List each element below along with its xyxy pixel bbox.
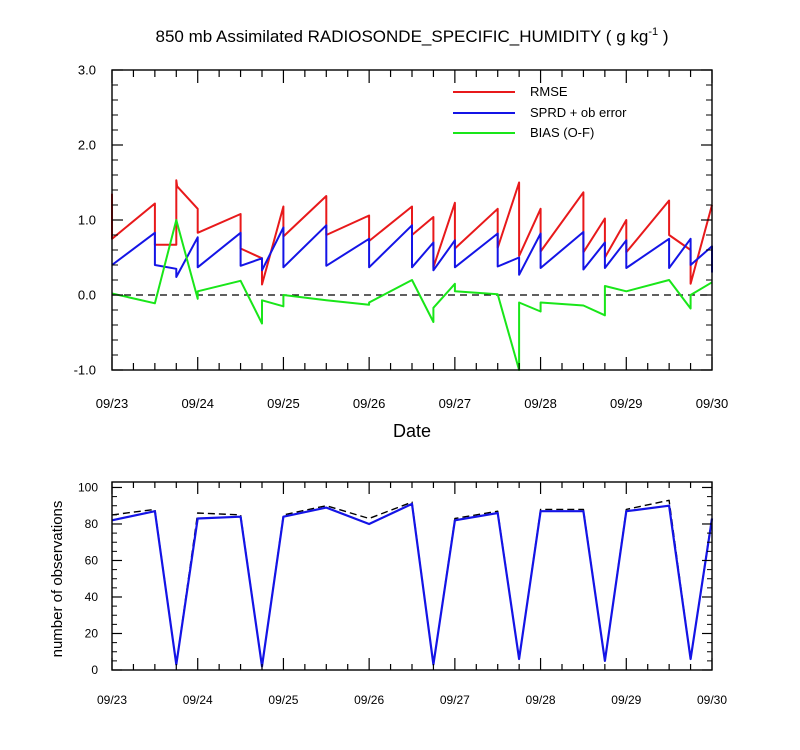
x-tick-label: 09/29	[611, 693, 641, 707]
legend-label-rmse: RMSE	[530, 84, 568, 99]
x-tick-label: 09/29	[610, 396, 643, 411]
y-tick-label: 2.0	[78, 138, 96, 153]
bottom-axes: 09/23 09/24 09/25 09/26 09/27 09/28 09/29 09/30…	[78, 481, 727, 707]
y-tick-label: 0	[91, 663, 98, 677]
x-tick-label: 09/26	[353, 396, 386, 411]
legend-label-bias: BIAS (O-F)	[530, 125, 594, 140]
y-axis-label-observations: number of observations	[49, 501, 66, 658]
x-tick-label: 09/24	[181, 396, 214, 411]
y-tick-label: 100	[78, 481, 98, 495]
series-line-rmse	[111, 179, 713, 286]
chart-title-main: 850 mb Assimilated RADIOSONDE_SPECIFIC_H…	[156, 27, 649, 46]
bottom-panel: 09/23 09/24 09/25 09/26 09/27 09/28 09/29 09/30…	[49, 481, 727, 707]
top-axes: 09/23 09/24 09/25 09/26 09/27 09/28 09/29 09/30…	[74, 63, 729, 411]
x-tick-label: 09/28	[526, 693, 556, 707]
y-tick-label: 40	[85, 590, 99, 604]
bottom-marks	[111, 499, 714, 668]
chart-title: 850 mb Assimilated RADIOSONDE_SPECIFIC_H…	[156, 26, 669, 46]
x-tick-label: 09/27	[439, 396, 472, 411]
y-tick-label: 80	[85, 517, 99, 531]
x-tick-label: 09/25	[268, 693, 298, 707]
legend: RMSE SPRD + ob error BIAS (O-F)	[453, 84, 627, 140]
y-tick-label: 0.0	[78, 288, 96, 303]
x-tick-label: 09/30	[697, 693, 727, 707]
x-tick-label: 09/23	[96, 396, 129, 411]
x-tick-label: 09/27	[440, 693, 470, 707]
series-line-sprd-ob-error	[111, 224, 713, 278]
top-panel: 850 mb Assimilated RADIOSONDE_SPECIFIC_H…	[74, 26, 729, 441]
x-tick-label: 09/25	[267, 396, 300, 411]
chart-title-end: )	[658, 27, 668, 46]
top-marks	[111, 179, 713, 371]
x-tick-label: 09/26	[354, 693, 384, 707]
series-line-observations-possible	[111, 499, 713, 667]
series-line-observations-used	[111, 502, 714, 668]
x-tick-label: 09/30	[696, 396, 729, 411]
y-tick-label: 3.0	[78, 63, 96, 78]
x-axis-label: Date	[393, 421, 431, 441]
x-tick-label: 09/28	[524, 396, 557, 411]
x-tick-label: 09/24	[183, 693, 213, 707]
y-tick-label: -1.0	[74, 363, 96, 378]
y-tick-label: 1.0	[78, 213, 96, 228]
y-tick-label: 60	[85, 554, 99, 568]
y-tick-label: 20	[85, 627, 99, 641]
x-tick-label: 09/23	[97, 693, 127, 707]
legend-label-sprd: SPRD + ob error	[530, 105, 627, 120]
series-line-bias-o-f	[111, 219, 713, 371]
chart-title-sup: -1	[648, 26, 658, 38]
